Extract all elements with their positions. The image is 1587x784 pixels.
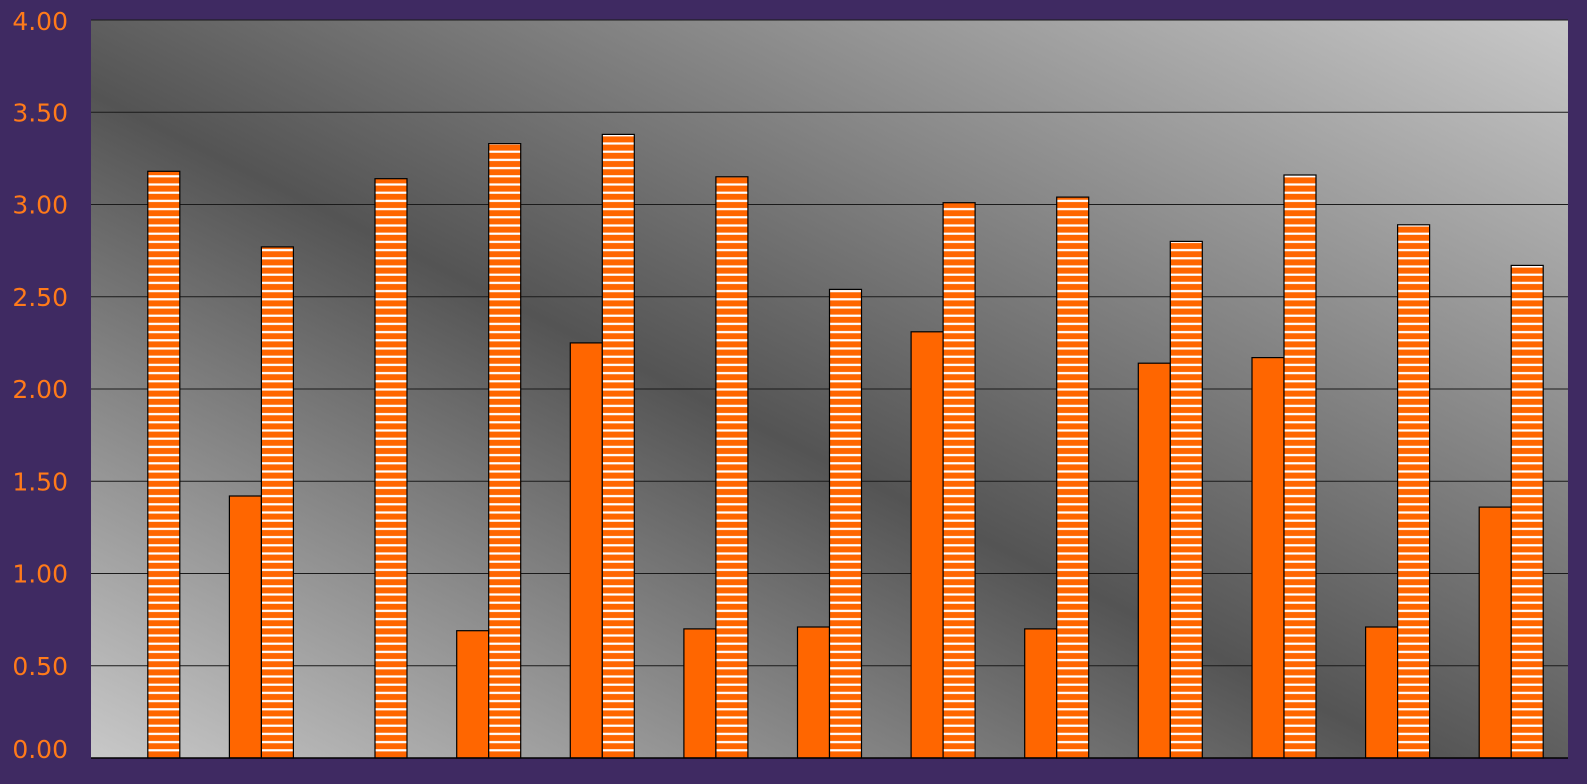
y-tick-label: 3.50 <box>12 98 68 127</box>
y-tick-label: 4.00 <box>12 7 68 36</box>
bar-striped <box>601 133 635 759</box>
bar-solid <box>1478 506 1512 759</box>
bar-striped <box>1056 196 1090 759</box>
bar-solid <box>1251 357 1285 759</box>
bar-solid <box>1364 626 1399 759</box>
y-tick-label: 0.50 <box>12 652 68 681</box>
y-tick-label: 2.50 <box>12 283 68 312</box>
bar-solid <box>456 630 490 759</box>
bar-striped <box>1510 264 1544 759</box>
bar-striped <box>1169 240 1203 759</box>
bar-striped <box>260 246 294 759</box>
bar-striped <box>1283 174 1317 759</box>
y-tick-label: 3.00 <box>12 191 68 220</box>
y-tick-label: 2.00 <box>12 375 68 404</box>
y-axis-tick-labels: 0.00 0.50 1.00 1.50 2.00 2.50 3.00 3.50 4.00 <box>12 7 68 764</box>
bar-striped <box>942 202 976 759</box>
bar-solid <box>910 331 944 759</box>
bar-solid <box>1024 628 1058 759</box>
y-tick-label: 0.00 <box>12 735 68 764</box>
bar-solid <box>228 495 262 759</box>
bar-striped <box>374 178 408 759</box>
bar-striped <box>715 176 749 759</box>
bar-striped <box>828 288 863 759</box>
y-tick-label: 1.50 <box>12 467 68 496</box>
bar-solid <box>796 626 831 759</box>
bar-striped <box>488 143 522 759</box>
bar-solid <box>569 342 603 759</box>
bar-solid <box>683 628 717 759</box>
y-tick-label: 1.00 <box>12 560 68 589</box>
bar-striped <box>147 170 181 759</box>
bar-solid <box>1137 362 1171 759</box>
bar-striped <box>1396 224 1431 759</box>
bars <box>91 133 1568 759</box>
